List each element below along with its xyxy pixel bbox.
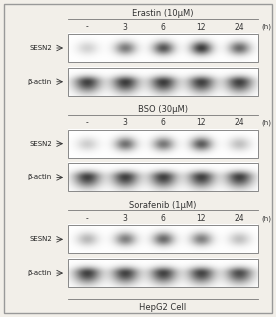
Text: -: - — [86, 214, 88, 223]
Text: BSO (30μM): BSO (30μM) — [138, 105, 188, 114]
Bar — [68, 259, 258, 287]
Text: -: - — [86, 118, 88, 127]
Text: -: - — [86, 23, 88, 31]
Text: 3: 3 — [123, 118, 128, 127]
Bar — [68, 163, 258, 191]
Bar — [68, 130, 258, 158]
Text: 6: 6 — [161, 214, 165, 223]
Text: SESN2: SESN2 — [29, 141, 52, 147]
Bar — [68, 163, 258, 191]
Text: Sorafenib (1μM): Sorafenib (1μM) — [129, 201, 197, 210]
Bar — [68, 130, 258, 158]
Bar — [68, 68, 258, 96]
Text: HepG2 Cell: HepG2 Cell — [139, 302, 187, 312]
Text: 3: 3 — [123, 214, 128, 223]
Text: Erastin (10μM): Erastin (10μM) — [132, 10, 194, 18]
Text: 12: 12 — [196, 214, 206, 223]
Text: (h): (h) — [261, 215, 271, 222]
Text: SESN2: SESN2 — [29, 45, 52, 51]
Bar — [68, 259, 258, 287]
Bar — [68, 68, 258, 96]
Text: 6: 6 — [161, 23, 165, 31]
Text: 24: 24 — [234, 23, 244, 31]
Text: 12: 12 — [196, 118, 206, 127]
Text: β-actin: β-actin — [28, 270, 52, 276]
Text: β-actin: β-actin — [28, 79, 52, 85]
Bar — [68, 34, 258, 62]
Text: 6: 6 — [161, 118, 165, 127]
Text: (h): (h) — [261, 120, 271, 126]
Text: 24: 24 — [234, 214, 244, 223]
Text: 3: 3 — [123, 23, 128, 31]
FancyBboxPatch shape — [4, 4, 272, 313]
Bar — [68, 225, 258, 253]
Text: (h): (h) — [261, 24, 271, 30]
Text: 24: 24 — [234, 118, 244, 127]
Text: 12: 12 — [196, 23, 206, 31]
Text: β-actin: β-actin — [28, 174, 52, 180]
Bar — [68, 225, 258, 253]
Text: SESN2: SESN2 — [29, 236, 52, 242]
Bar — [68, 34, 258, 62]
